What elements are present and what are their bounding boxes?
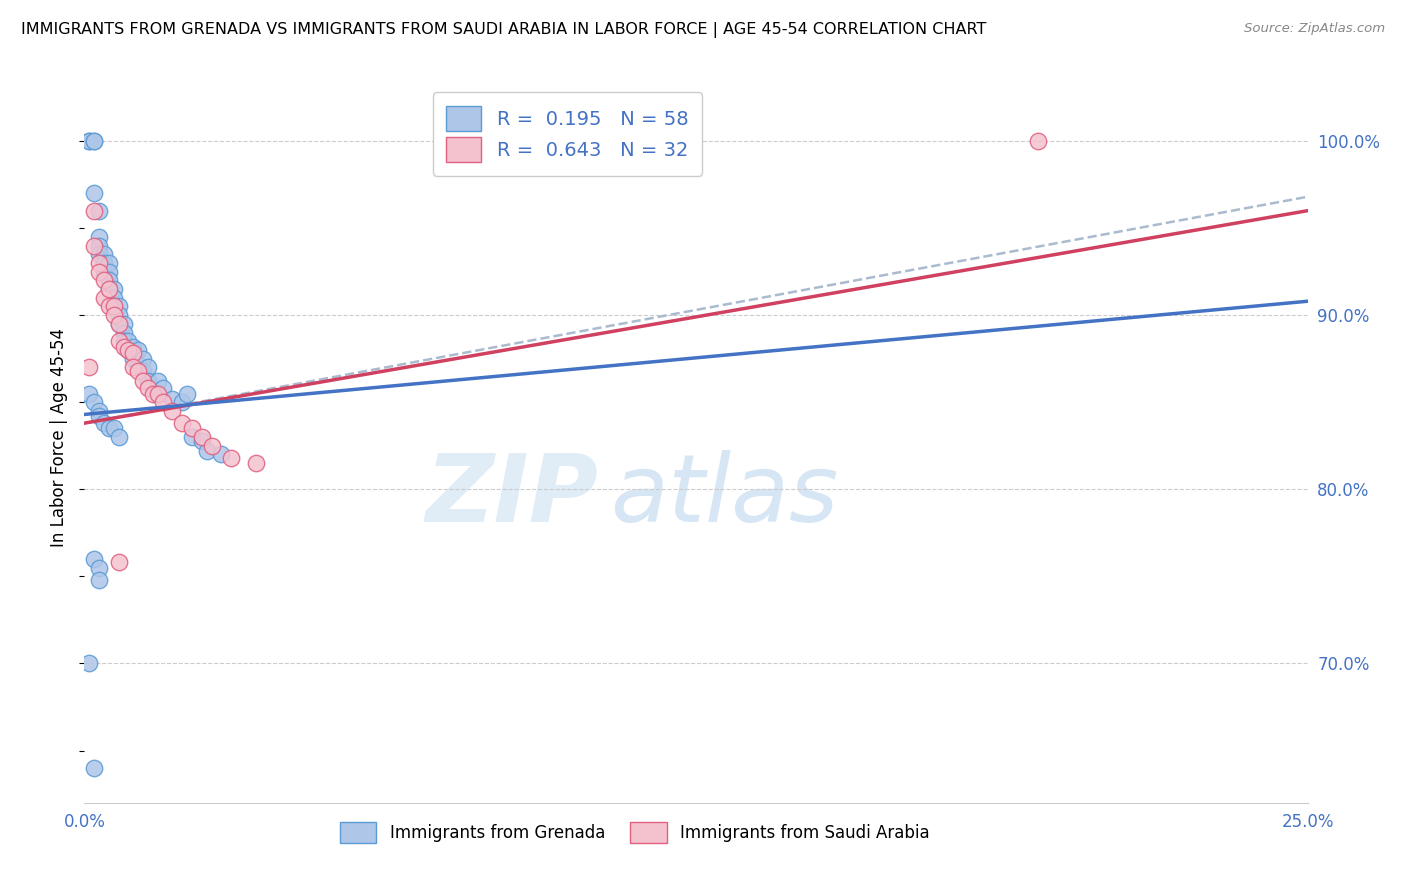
Point	[87, 229, 110, 244]
Point	[77, 657, 100, 671]
Point	[93, 416, 115, 430]
Point	[107, 430, 129, 444]
Point	[103, 421, 125, 435]
Point	[191, 430, 214, 444]
Point	[107, 317, 129, 331]
Point	[132, 351, 155, 366]
Point	[132, 375, 155, 389]
Point	[152, 381, 174, 395]
Point	[103, 282, 125, 296]
Point	[83, 395, 105, 409]
Point	[122, 360, 145, 375]
Point	[127, 357, 149, 371]
Point	[77, 134, 100, 148]
Point	[162, 404, 184, 418]
Point	[83, 761, 105, 775]
Point	[122, 339, 145, 353]
Point	[117, 343, 139, 357]
Point	[176, 386, 198, 401]
Point	[87, 247, 110, 261]
Point	[146, 386, 169, 401]
Point	[136, 375, 159, 389]
Point	[172, 416, 194, 430]
Legend: Immigrants from Grenada, Immigrants from Saudi Arabia: Immigrants from Grenada, Immigrants from…	[333, 815, 936, 849]
Point	[87, 573, 110, 587]
Point	[195, 444, 218, 458]
Point	[117, 334, 139, 349]
Point	[112, 334, 135, 349]
Point	[172, 395, 194, 409]
Point	[191, 434, 214, 448]
Point	[107, 556, 129, 570]
Point	[103, 300, 125, 314]
Point	[200, 439, 222, 453]
Point	[136, 360, 159, 375]
Point	[107, 308, 129, 322]
Point	[103, 308, 125, 322]
Point	[146, 375, 169, 389]
Point	[87, 265, 110, 279]
Point	[162, 392, 184, 406]
Point	[93, 291, 115, 305]
Point	[93, 265, 115, 279]
Point	[219, 450, 242, 465]
Point	[83, 186, 105, 201]
Point	[142, 386, 165, 401]
Point	[209, 448, 232, 462]
Point	[77, 134, 100, 148]
Point	[97, 256, 120, 270]
Text: atlas: atlas	[610, 450, 838, 541]
Point	[122, 351, 145, 366]
Point	[136, 381, 159, 395]
Point	[97, 265, 120, 279]
Point	[127, 364, 149, 378]
Point	[127, 343, 149, 357]
Point	[245, 456, 267, 470]
Point	[1028, 134, 1050, 148]
Text: ZIP: ZIP	[425, 450, 598, 541]
Point	[83, 134, 105, 148]
Point	[97, 282, 120, 296]
Point	[93, 273, 115, 287]
Point	[83, 203, 105, 218]
Point	[97, 300, 120, 314]
Point	[87, 203, 110, 218]
Point	[103, 300, 125, 314]
Point	[117, 343, 139, 357]
Point	[181, 421, 204, 435]
Point	[122, 346, 145, 360]
Point	[87, 256, 110, 270]
Point	[132, 364, 155, 378]
Point	[146, 386, 169, 401]
Point	[83, 134, 105, 148]
Point	[107, 300, 129, 314]
Point	[97, 273, 120, 287]
Point	[93, 247, 115, 261]
Point	[112, 317, 135, 331]
Point	[87, 238, 110, 252]
Point	[97, 421, 120, 435]
Point	[87, 404, 110, 418]
Point	[77, 360, 100, 375]
Point	[97, 282, 120, 296]
Point	[181, 430, 204, 444]
Point	[77, 386, 100, 401]
Point	[107, 317, 129, 331]
Point	[87, 560, 110, 574]
Text: IMMIGRANTS FROM GRENADA VS IMMIGRANTS FROM SAUDI ARABIA IN LABOR FORCE | AGE 45-: IMMIGRANTS FROM GRENADA VS IMMIGRANTS FR…	[21, 22, 987, 38]
Point	[83, 552, 105, 566]
Text: Source: ZipAtlas.com: Source: ZipAtlas.com	[1244, 22, 1385, 36]
Point	[103, 291, 125, 305]
Point	[83, 238, 105, 252]
Point	[107, 334, 129, 349]
Point	[93, 256, 115, 270]
Point	[112, 339, 135, 353]
Point	[112, 326, 135, 340]
Point	[152, 395, 174, 409]
Y-axis label: In Labor Force | Age 45-54: In Labor Force | Age 45-54	[51, 327, 69, 547]
Point	[87, 409, 110, 424]
